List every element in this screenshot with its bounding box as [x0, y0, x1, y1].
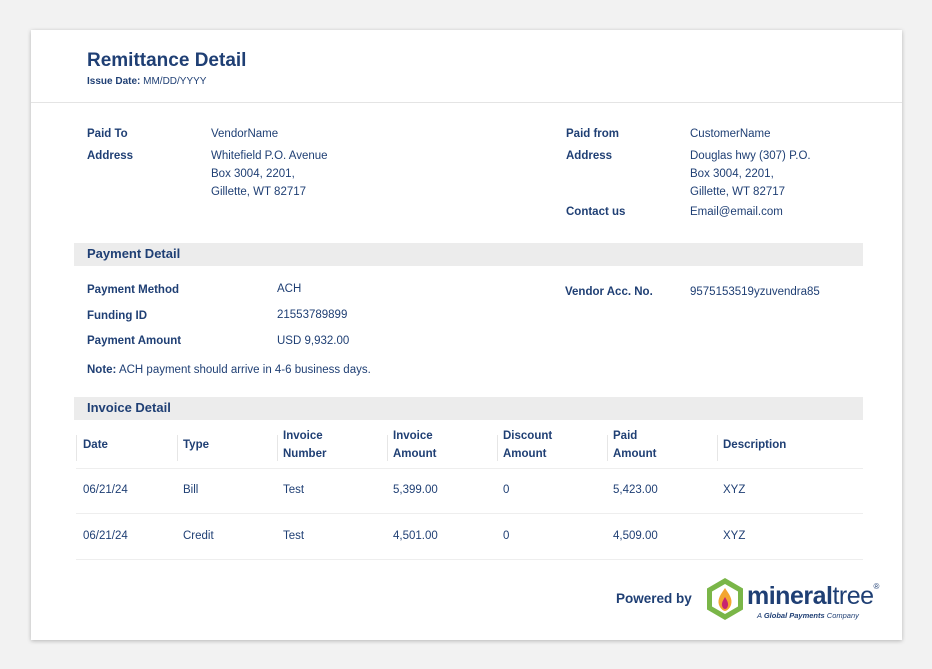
- row-divider: [76, 468, 863, 469]
- paid-to-address-label: Address: [87, 150, 134, 162]
- logo-registered: ®: [873, 582, 880, 591]
- column-divider: [717, 435, 718, 461]
- header-line: Invoice: [283, 430, 323, 442]
- column-divider: [607, 435, 608, 461]
- note-text: ACH payment should arrive in 4-6 busines…: [118, 364, 371, 376]
- row-divider: [76, 513, 863, 514]
- column-divider: [497, 435, 498, 461]
- tagline-bold: Global Payments: [763, 611, 825, 620]
- funding-id-value: 21553789899: [277, 309, 348, 321]
- col-header-date: Date: [83, 439, 108, 451]
- col-header-invoice-number: Invoice Number: [283, 427, 326, 463]
- payment-note: Note: ACH payment should arrive in 4-6 b…: [87, 361, 371, 379]
- cell-discount-amount: 0: [503, 530, 510, 542]
- payment-detail-header: Payment Detail: [74, 243, 863, 266]
- powered-by-text: Powered by: [616, 591, 692, 606]
- column-divider: [277, 435, 278, 461]
- note-label: Note:: [87, 364, 117, 376]
- col-header-discount-amount: Discount Amount: [503, 427, 552, 463]
- cell-paid-amount: 4,509.00: [613, 530, 658, 542]
- header-line: Amount: [613, 448, 657, 460]
- cell-date: 06/21/24: [83, 484, 128, 496]
- col-header-type: Type: [183, 439, 209, 451]
- paid-from-address: Douglas hwy (307) P.O. Box 3004, 2201, G…: [690, 147, 811, 201]
- column-divider: [387, 435, 388, 461]
- cell-invoice-amount: 4,501.00: [393, 530, 438, 542]
- paid-to-address: Whitefield P.O. Avenue Box 3004, 2201, G…: [211, 147, 328, 201]
- cell-type: Credit: [183, 530, 214, 542]
- payment-method-value: ACH: [277, 283, 302, 295]
- mineraltree-wordmark: mineraltree®: [747, 582, 879, 611]
- row-divider: [76, 559, 863, 560]
- invoice-detail-header: Invoice Detail: [74, 397, 863, 420]
- header-line: Invoice: [393, 430, 433, 442]
- logo-tagline: A Global Payments Company: [757, 611, 859, 620]
- cell-invoice-number: Test: [283, 530, 305, 542]
- cell-description: XYZ: [723, 484, 746, 496]
- col-header-paid-amount: Paid Amount: [613, 427, 656, 463]
- cell-description: XYZ: [723, 530, 746, 542]
- payment-amount-label: Payment Amount: [87, 335, 182, 347]
- column-divider: [177, 435, 178, 461]
- paid-to-label: Paid To: [87, 128, 128, 140]
- logo-bold: mineral: [747, 582, 833, 610]
- issue-date: Issue Date: MM/DD/YYYY: [87, 76, 902, 87]
- header-line: Discount: [503, 430, 553, 442]
- payment-amount-value: USD 9,932.00: [277, 335, 350, 347]
- cell-invoice-number: Test: [283, 484, 305, 496]
- address-line: Gillette, WT 82717: [690, 186, 786, 198]
- funding-id-label: Funding ID: [87, 310, 148, 322]
- header-line: Amount: [393, 448, 437, 460]
- header: Remittance Detail Issue Date: MM/DD/YYYY: [31, 30, 902, 103]
- logo-light: tree: [832, 582, 874, 610]
- paid-from-address-label: Address: [566, 150, 613, 162]
- contact-label: Contact us: [566, 206, 626, 218]
- address-line: Whitefield P.O. Avenue: [211, 150, 328, 162]
- paid-from-label: Paid from: [566, 128, 620, 140]
- address-line: Gillette, WT 82717: [211, 186, 307, 198]
- paid-from-value: CustomerName: [690, 128, 771, 140]
- paid-to-value: VendorName: [211, 128, 279, 140]
- payment-method-label: Payment Method: [87, 284, 180, 296]
- cell-invoice-amount: 5,399.00: [393, 484, 438, 496]
- cell-type: Bill: [183, 484, 199, 496]
- header-line: Paid: [613, 430, 638, 442]
- address-line: Douglas hwy (307) P.O.: [690, 150, 811, 162]
- header-line: Number: [283, 448, 327, 460]
- vendor-acc-label: Vendor Acc. No.: [565, 286, 653, 298]
- mineraltree-hexagon-logo-icon: [707, 578, 743, 620]
- col-header-invoice-amount: Invoice Amount: [393, 427, 436, 463]
- address-line: Box 3004, 2201,: [690, 168, 774, 180]
- tagline-suffix: Company: [826, 611, 859, 620]
- vendor-acc-value: 9575153519yzuvendra85: [690, 286, 820, 298]
- issue-date-label: Issue Date:: [87, 76, 141, 87]
- page-title: Remittance Detail: [87, 50, 247, 71]
- tagline-prefix: A: [757, 611, 762, 620]
- cell-date: 06/21/24: [83, 530, 128, 542]
- header-line: Amount: [503, 448, 547, 460]
- column-divider: [76, 435, 77, 461]
- remittance-card: Remittance Detail Issue Date: MM/DD/YYYY…: [31, 30, 902, 640]
- cell-discount-amount: 0: [503, 484, 510, 496]
- issue-date-value: MM/DD/YYYY: [143, 76, 207, 87]
- contact-email[interactable]: Email@email.com: [690, 206, 783, 218]
- cell-paid-amount: 5,423.00: [613, 484, 658, 496]
- address-line: Box 3004, 2201,: [211, 168, 295, 180]
- col-header-description: Description: [723, 439, 787, 451]
